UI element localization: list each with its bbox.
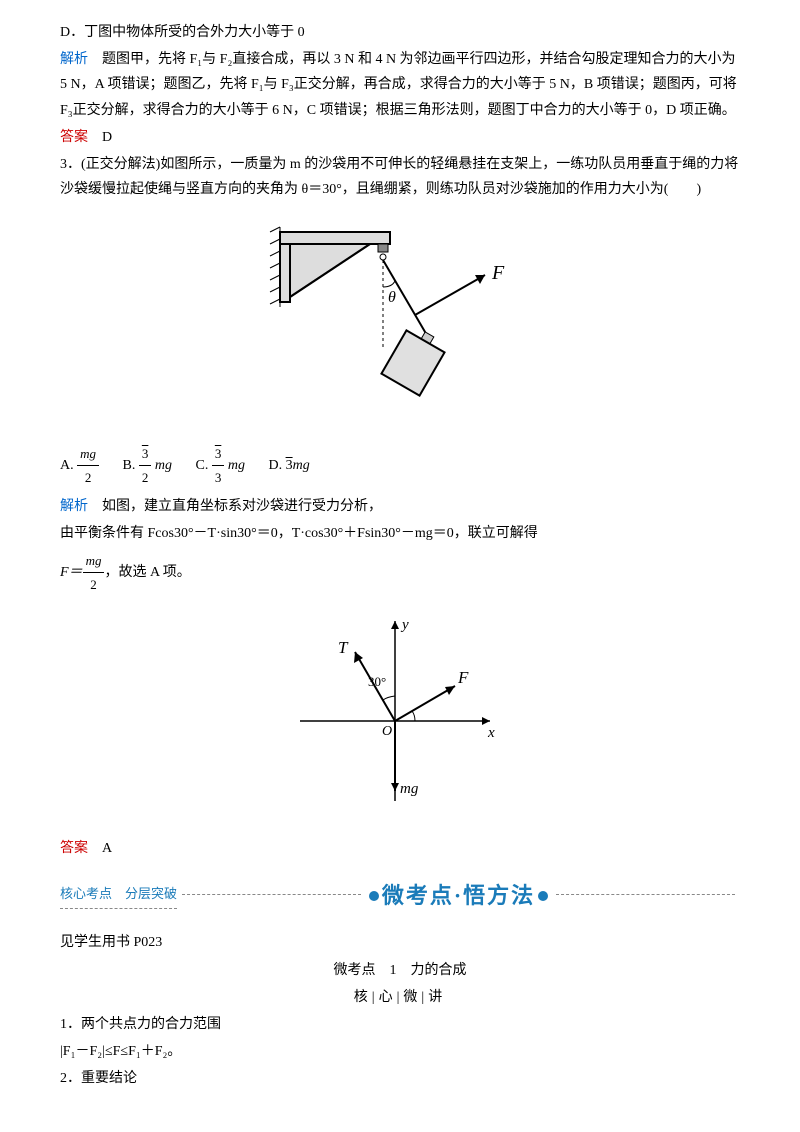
point-2-heading: 2．重要结论 bbox=[60, 1066, 740, 1091]
micro-point-title: 微考点 1 力的合成 bbox=[60, 958, 740, 983]
question-3-text: 3．(正交分解法)如图所示，一质量为 m 的沙袋用不可伸长的轻绳悬挂在支架上，一… bbox=[60, 152, 740, 202]
answer-block-1: 答案 D bbox=[60, 125, 740, 150]
option-d: D. 3mg bbox=[268, 453, 309, 478]
reference-text: 见学生用书 P023 bbox=[60, 930, 740, 955]
micro-point-subtitle: 核|心|微|讲 bbox=[60, 985, 740, 1010]
banner-dash-left bbox=[182, 894, 361, 895]
theta-label: θ bbox=[388, 289, 396, 306]
answer-label-2: 答案 bbox=[60, 841, 88, 856]
banner-dash-right bbox=[556, 894, 735, 895]
origin-label: O bbox=[382, 724, 392, 739]
banner-dot-right bbox=[538, 891, 548, 901]
options-row: A. mg2 B. 32 mg C. 33 mg D. 3mg bbox=[60, 442, 740, 490]
analysis-label: 解析 bbox=[60, 52, 88, 67]
option-a: A. mg2 bbox=[60, 442, 99, 490]
analysis-block: 解析 题图甲，先将 F₁与 F₂直接合成，再以 3 N 和 4 N 为邻边画平行… bbox=[60, 47, 740, 123]
analysis-2-block: 解析 如图，建立直角坐标系对沙袋进行受力分析， bbox=[60, 494, 740, 519]
banner-left-text: 核心考点 分层突破 bbox=[60, 882, 177, 909]
force-f-label: F bbox=[491, 262, 505, 284]
answer-block-2: 答案 A bbox=[60, 836, 740, 861]
answer-value-1: D bbox=[102, 130, 112, 145]
analysis-text: 题图甲，先将 F₁与 F₂直接合成，再以 3 N 和 4 N 为邻边画平行四边形… bbox=[60, 52, 737, 117]
analysis-2-line3: F＝mg2，故选 A 项。 bbox=[60, 549, 740, 597]
option-d-text: D．丁图中物体所受的合外力大小等于 0 bbox=[60, 20, 740, 45]
answer-value-2: A bbox=[102, 841, 112, 856]
option-b: B. 32 mg bbox=[123, 442, 172, 490]
analysis-2-line2: 由平衡条件有 Fcos30°－T·sin30°＝0，T·cos30°＋Fsin3… bbox=[60, 521, 740, 546]
point-1-formula: |F₁－F₂|≤F≤F₁＋F₂。 bbox=[60, 1039, 740, 1064]
option-c: C. 33 mg bbox=[195, 442, 244, 490]
banner-dot-left bbox=[369, 891, 379, 901]
analysis-2-label: 解析 bbox=[60, 499, 88, 514]
t-vector-label: T bbox=[338, 638, 349, 657]
section-banner: 核心考点 分层突破 微考点·悟方法 bbox=[60, 876, 740, 916]
y-axis-label: y bbox=[400, 617, 409, 633]
analysis-2-text: 如图，建立直角坐标系对沙袋进行受力分析， bbox=[88, 499, 382, 514]
angle-30-label: 30° bbox=[368, 674, 386, 689]
diagram-1-sandbag: θ F bbox=[60, 217, 740, 426]
mg-label: mg bbox=[400, 781, 419, 797]
x-axis-label: x bbox=[487, 725, 495, 741]
answer-label: 答案 bbox=[60, 130, 88, 145]
f-vector-label: F bbox=[457, 668, 469, 687]
banner-center-text: 微考点·悟方法 bbox=[382, 876, 535, 916]
point-1-heading: 1．两个共点力的合力范围 bbox=[60, 1012, 740, 1037]
diagram-2-force-analysis: y x O T F mg 30° bbox=[60, 611, 740, 820]
